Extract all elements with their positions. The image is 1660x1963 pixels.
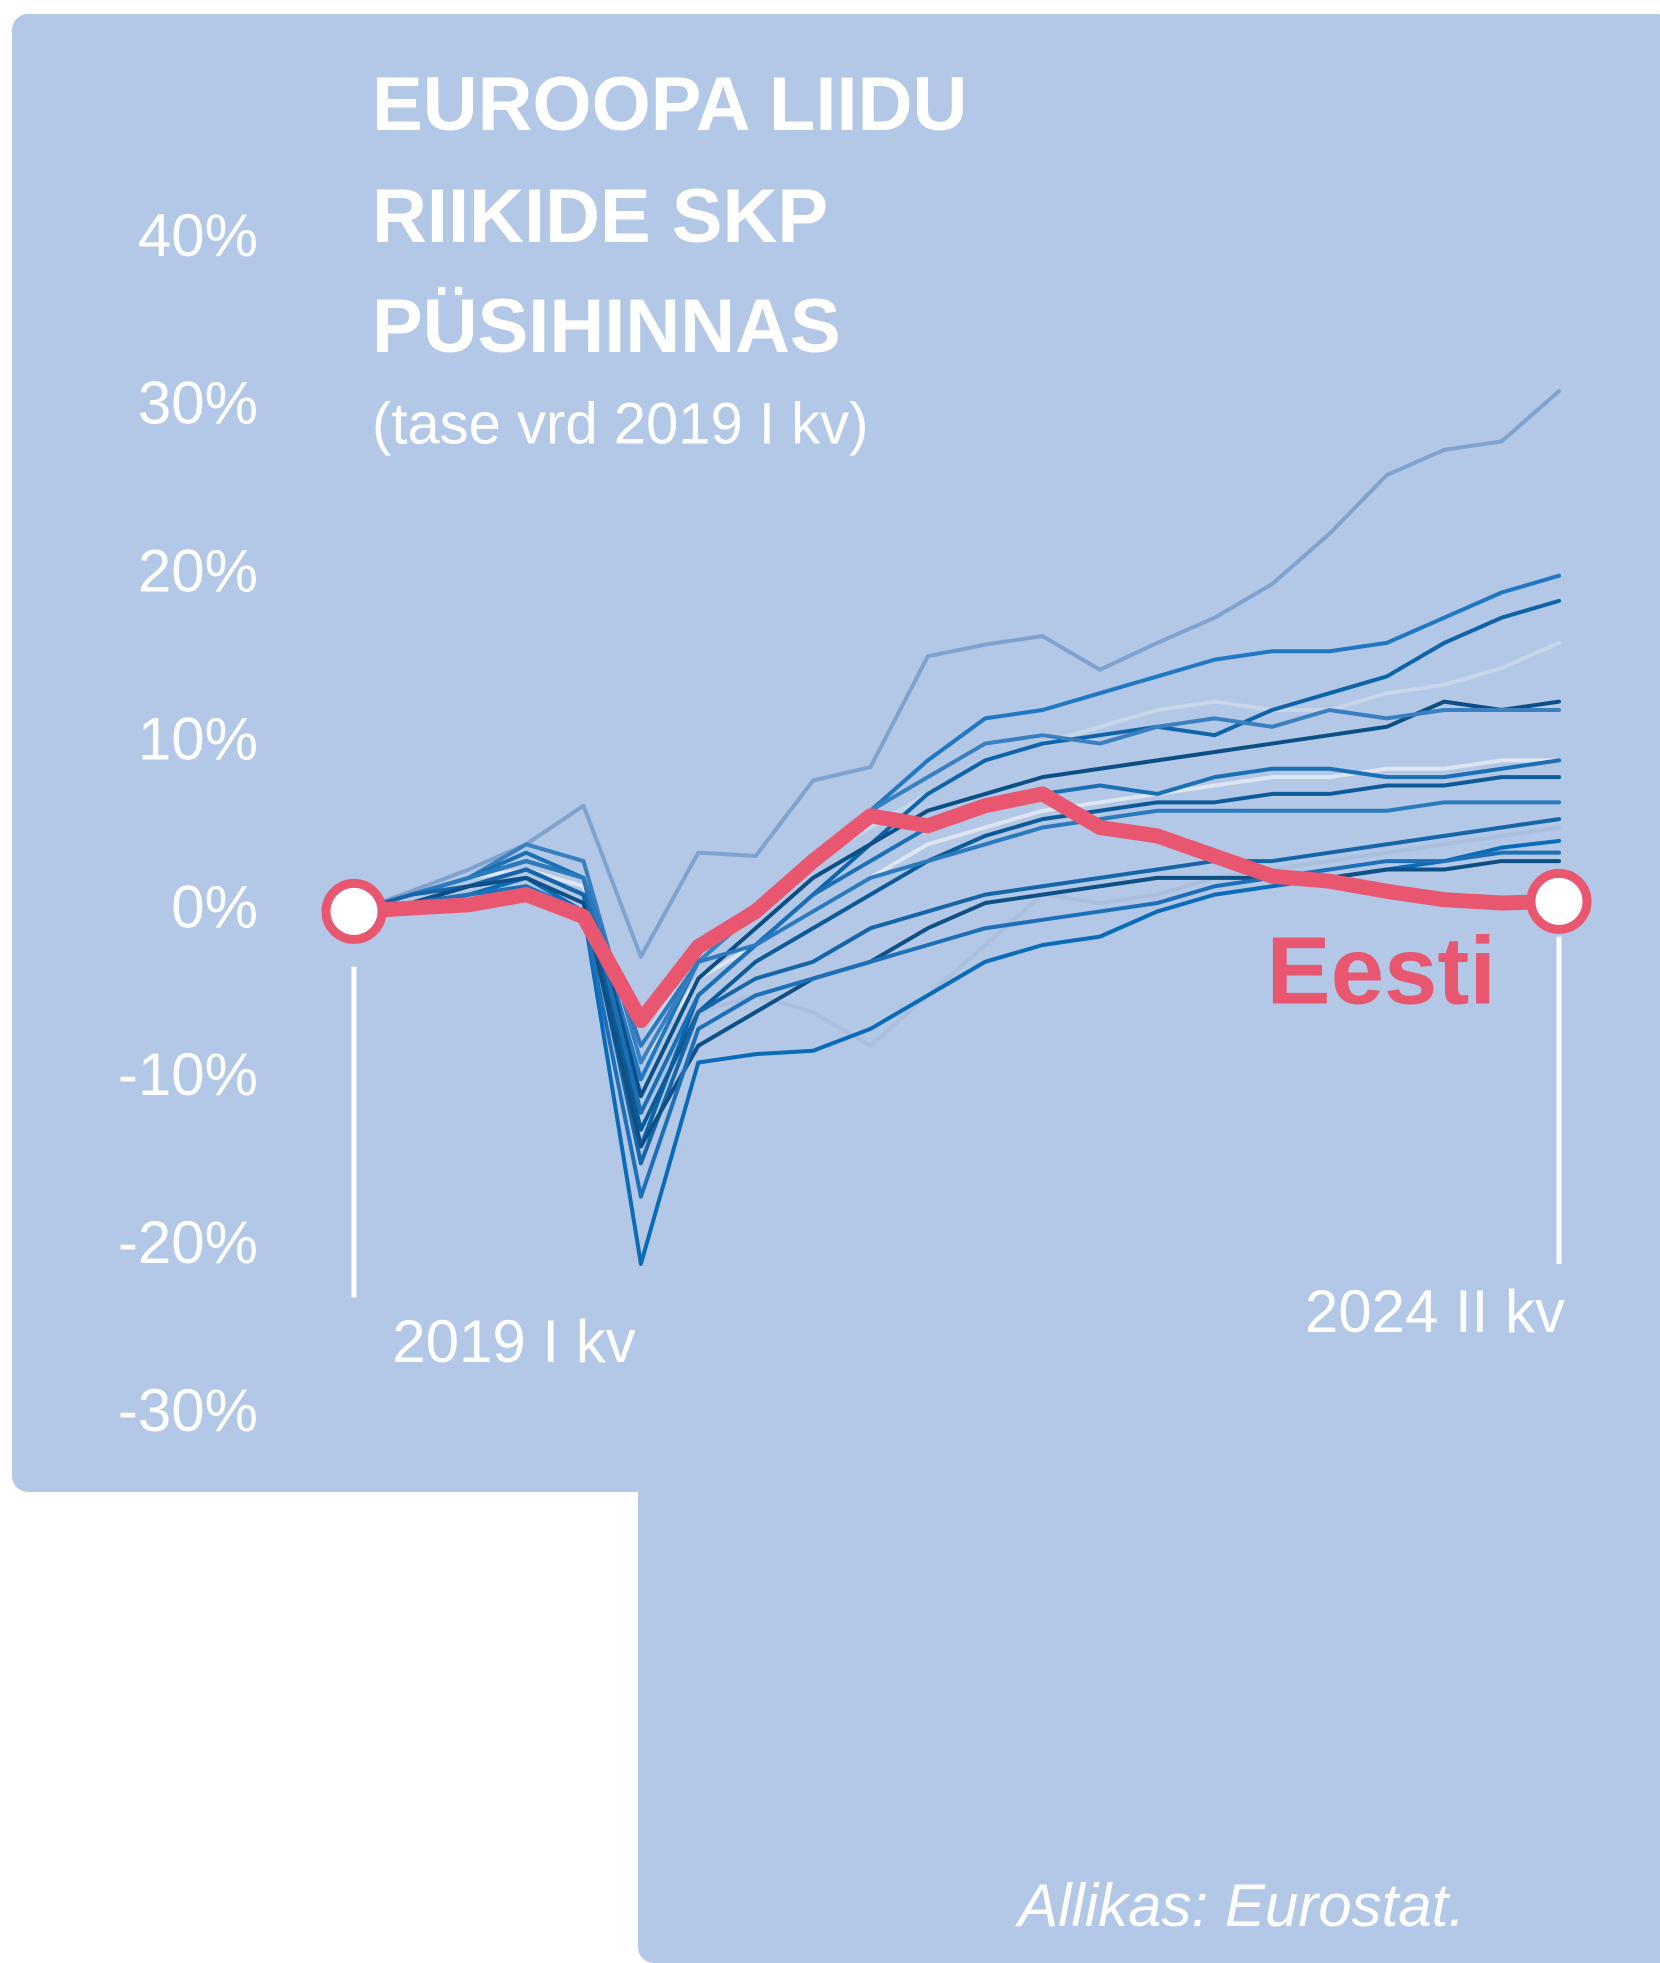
end-marker — [321, 878, 387, 944]
country-line — [352, 708, 1561, 1065]
country-line — [352, 817, 1561, 1166]
country-line — [352, 859, 1561, 1149]
panel — [12, 14, 1660, 1492]
chart-subtitle: (tase vrd 2019 I kv) — [372, 391, 868, 456]
chart-title: EUROOPA LIIDU — [372, 62, 967, 147]
source: Allikas: Eurostat. — [1015, 1872, 1465, 1939]
source-tab — [638, 1400, 1660, 1963]
country-line — [352, 389, 1561, 959]
y-tick-label: 40% — [138, 202, 258, 269]
chart-title: RIIKIDE SKP — [372, 174, 828, 259]
series-label: Eesti — [1267, 917, 1496, 1024]
y-tick-label: -10% — [118, 1041, 258, 1108]
y-tick-label: 20% — [138, 538, 258, 605]
y-tick-label: 0% — [171, 873, 258, 940]
highlight-line — [346, 786, 1567, 1029]
y-tick-label: 30% — [138, 370, 258, 437]
y-tick-label: -20% — [118, 1209, 258, 1276]
y-tick-label: -30% — [118, 1377, 258, 1444]
x-tick-label: 2019 I kv — [392, 1308, 636, 1375]
country-line — [352, 800, 1561, 1048]
x-tick-label: 2024 II kv — [1305, 1278, 1565, 1345]
chart-title: PÜSIHINNAS — [372, 284, 841, 369]
end-marker — [1526, 868, 1592, 934]
y-tick-label: 10% — [138, 705, 258, 772]
